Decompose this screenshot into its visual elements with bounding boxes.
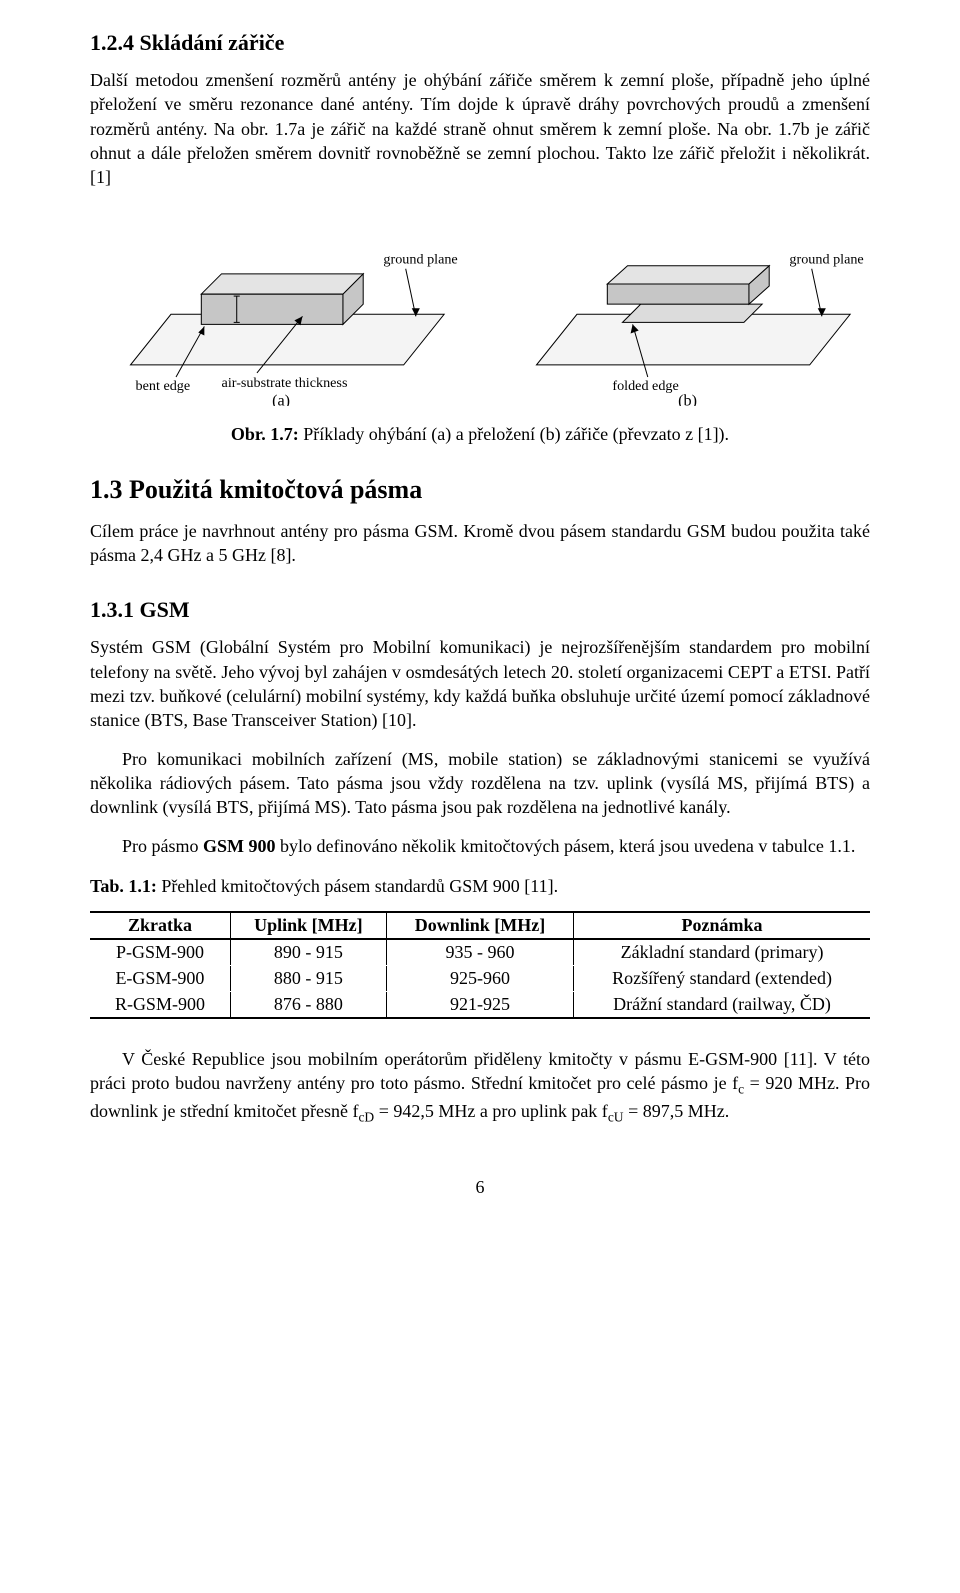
col-downlink: Downlink [MHz] xyxy=(386,912,573,939)
para-1-3-1: Cílem práce je navrhnout antény pro pásm… xyxy=(90,519,870,568)
para-1-2-4-1: Další metodou zmenšení rozměrů antény je… xyxy=(90,68,870,189)
table-caption-1-1: Tab. 1.1: Přehled kmitočtových pásem sta… xyxy=(90,876,870,897)
para-1-3-1-a: Systém GSM (Globální Systém pro Mobilní … xyxy=(90,635,870,732)
para-1-3-1-b: Pro komunikaci mobilních zařízení (MS, m… xyxy=(90,747,870,820)
table-row: R-GSM-900 876 - 880 921-925 Drážní stand… xyxy=(90,991,870,1018)
p3-a: Pro pásmo xyxy=(122,836,203,856)
figure-panel-b: ground plane folded edge (b) xyxy=(496,203,870,405)
figure-1-7: ground plane bent edge air-substrate thi… xyxy=(90,203,870,405)
table-gsm-900: Zkratka Uplink [MHz] Downlink [MHz] Pozn… xyxy=(90,911,870,1019)
table-header-row: Zkratka Uplink [MHz] Downlink [MHz] Pozn… xyxy=(90,912,870,939)
table-row: P-GSM-900 890 - 915 935 - 960 Základní s… xyxy=(90,939,870,966)
cell: 921-925 xyxy=(386,991,573,1018)
label-ground-plane-b: ground plane xyxy=(789,252,863,268)
para-1-3-1-c: Pro pásmo GSM 900 bylo definováno několi… xyxy=(90,834,870,858)
col-poznamka: Poznámka xyxy=(574,912,870,939)
table-row: E-GSM-900 880 - 915 925-960 Rozšířený st… xyxy=(90,965,870,991)
cell: P-GSM-900 xyxy=(90,939,230,966)
caption-bold: Obr. 1.7: xyxy=(231,424,299,444)
label-bent-edge: bent edge xyxy=(136,379,191,395)
cell: Základní standard (primary) xyxy=(574,939,870,966)
label-air-substrate-1: air-substrate thickness xyxy=(222,376,348,392)
heading-1-3: 1.3 Použitá kmitočtová pásma xyxy=(90,475,870,505)
page-number: 6 xyxy=(90,1177,870,1198)
tab-caption-bold: Tab. 1.1: xyxy=(90,876,157,896)
p3-c: bylo definováno několik kmitočtových pás… xyxy=(276,836,856,856)
sub-fcu: cU xyxy=(608,1110,624,1125)
diagram-folded-edge: ground plane folded edge (b) xyxy=(496,203,870,405)
col-uplink: Uplink [MHz] xyxy=(230,912,386,939)
closing-d: = 897,5 MHz. xyxy=(624,1101,730,1121)
label-ground-plane: ground plane xyxy=(383,252,457,268)
closing-para: V České Republice jsou mobilním operátor… xyxy=(90,1047,870,1127)
cell: 890 - 915 xyxy=(230,939,386,966)
heading-1-3-1: 1.3.1 GSM xyxy=(90,597,870,623)
cell: Drážní standard (railway, ČD) xyxy=(574,991,870,1018)
tab-caption-rest: Přehled kmitočtových pásem standardů GSM… xyxy=(157,876,558,896)
cell: 925-960 xyxy=(386,965,573,991)
cell: 876 - 880 xyxy=(230,991,386,1018)
caption-rest: Příklady ohýbání (a) a přeložení (b) zář… xyxy=(299,424,729,444)
figure-caption-1-7: Obr. 1.7: Příklady ohýbání (a) a přelože… xyxy=(90,424,870,445)
cell: 880 - 915 xyxy=(230,965,386,991)
panel-label-a: (a) xyxy=(272,393,290,406)
cell: 935 - 960 xyxy=(386,939,573,966)
p3-b: GSM 900 xyxy=(203,836,276,856)
heading-1-2-4: 1.2.4 Skládání zářiče xyxy=(90,30,870,56)
col-zkratka: Zkratka xyxy=(90,912,230,939)
cell: Rozšířený standard (extended) xyxy=(574,965,870,991)
diagram-bent-edge: ground plane bent edge air-substrate thi… xyxy=(90,203,464,405)
panel-label-b: (b) xyxy=(678,393,697,406)
cell: R-GSM-900 xyxy=(90,991,230,1018)
figure-panel-a: ground plane bent edge air-substrate thi… xyxy=(90,203,464,405)
cell: E-GSM-900 xyxy=(90,965,230,991)
closing-c: = 942,5 MHz a pro uplink pak f xyxy=(374,1101,608,1121)
label-folded-edge: folded edge xyxy=(612,379,678,395)
sub-fcd: cD xyxy=(358,1110,374,1125)
